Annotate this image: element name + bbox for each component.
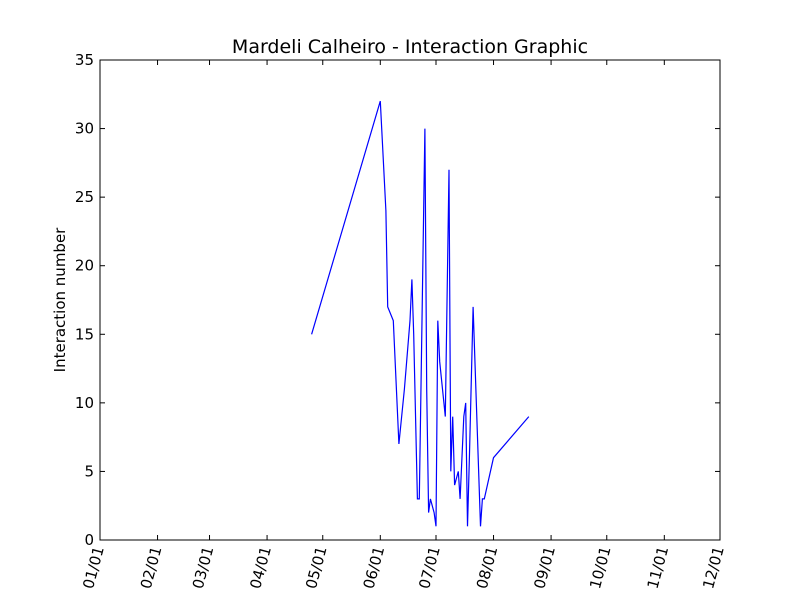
y-tick-label: 15	[75, 325, 94, 343]
y-axis-label: Interaction number	[51, 227, 69, 373]
axes-frame	[99, 59, 721, 541]
y-tick-label: 20	[75, 257, 94, 275]
y-tick-label: 5	[84, 462, 94, 480]
y-tick-label: 0	[84, 531, 94, 549]
y-tick-label: 25	[75, 188, 94, 206]
y-tick-label: 30	[75, 120, 94, 138]
series-line	[311, 100, 530, 527]
y-tick-label: 10	[75, 394, 94, 412]
y-tick-label: 35	[75, 51, 94, 69]
chart-title: Mardeli Calheiro - Interaction Graphic	[232, 36, 588, 58]
